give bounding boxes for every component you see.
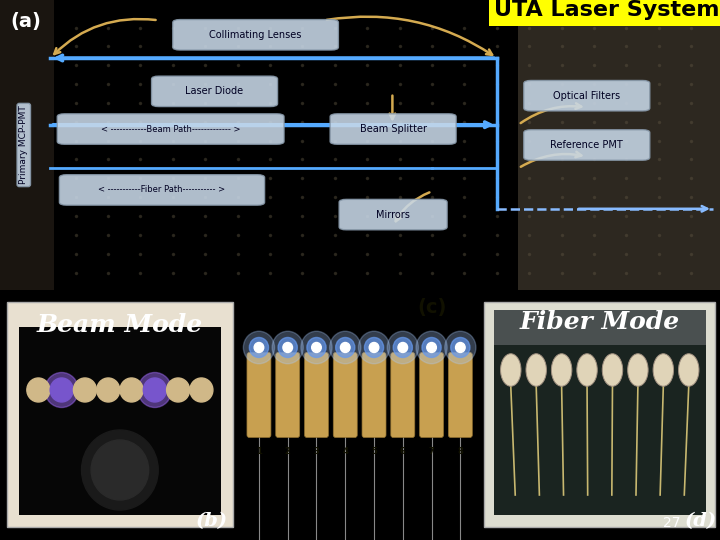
Ellipse shape [526,354,546,386]
Ellipse shape [678,354,699,386]
FancyBboxPatch shape [420,353,444,437]
FancyBboxPatch shape [58,114,284,144]
Text: 5: 5 [371,447,377,456]
Ellipse shape [577,354,598,386]
Ellipse shape [628,354,648,386]
Circle shape [387,331,418,364]
Text: 8: 8 [457,447,463,456]
Bar [0,0,54,290]
Text: 6: 6 [400,447,406,456]
Ellipse shape [500,354,521,386]
Circle shape [243,331,274,364]
Circle shape [254,342,264,353]
FancyBboxPatch shape [333,353,357,437]
Text: (a): (a) [11,11,42,31]
FancyBboxPatch shape [523,130,649,160]
Circle shape [272,331,303,364]
Text: UTA Laser System: UTA Laser System [495,0,720,20]
Text: (c): (c) [417,298,446,317]
Circle shape [445,331,476,364]
Circle shape [27,378,50,402]
FancyBboxPatch shape [173,19,338,50]
Circle shape [312,342,321,353]
Circle shape [398,342,408,353]
Circle shape [50,378,73,402]
Text: 3: 3 [314,447,320,456]
Text: Laser Diode: Laser Diode [186,86,243,96]
Circle shape [336,338,355,357]
FancyBboxPatch shape [391,353,415,437]
Circle shape [190,378,213,402]
Text: 27: 27 [663,516,680,530]
Circle shape [91,440,148,500]
Circle shape [81,430,158,510]
Circle shape [96,378,120,402]
Circle shape [427,342,436,353]
Text: Beam Splitter: Beam Splitter [359,124,427,134]
FancyBboxPatch shape [330,114,456,144]
Circle shape [330,331,361,364]
Circle shape [166,378,189,402]
Ellipse shape [552,354,572,386]
Circle shape [307,338,326,357]
Circle shape [369,342,379,353]
Text: Optical Filters: Optical Filters [553,91,621,100]
Circle shape [138,373,171,408]
FancyBboxPatch shape [276,353,300,437]
Circle shape [456,342,465,353]
Circle shape [422,338,441,357]
Circle shape [249,338,269,357]
Circle shape [73,378,96,402]
Ellipse shape [653,354,673,386]
Circle shape [451,338,470,357]
Circle shape [416,331,447,364]
Text: 7: 7 [428,447,434,456]
Text: Beam Mode: Beam Mode [37,313,203,337]
Text: 1: 1 [256,447,262,456]
Circle shape [120,378,143,402]
Circle shape [359,331,390,364]
Ellipse shape [602,354,623,386]
Bar [518,0,720,290]
Text: < ------------Beam Path------------- >: < ------------Beam Path------------- > [101,125,240,133]
Bar [494,340,706,515]
FancyBboxPatch shape [247,353,271,437]
Text: Primary MCP-PMT: Primary MCP-PMT [19,106,28,184]
Circle shape [341,342,350,353]
Bar [494,310,706,345]
Text: Collimating Lenses: Collimating Lenses [210,30,302,40]
Text: (b): (b) [196,512,228,530]
Circle shape [364,338,384,357]
Circle shape [283,342,292,353]
Bar [19,327,220,515]
Text: < -----------Fiber Path----------- >: < -----------Fiber Path----------- > [99,185,225,194]
Circle shape [278,338,297,357]
Circle shape [143,378,166,402]
FancyBboxPatch shape [339,199,447,230]
Circle shape [301,331,332,364]
FancyBboxPatch shape [523,80,649,111]
Text: 4: 4 [342,447,348,456]
FancyBboxPatch shape [151,76,277,106]
Circle shape [45,373,78,408]
Text: (d): (d) [685,512,717,530]
Text: Mirrors: Mirrors [376,210,410,220]
FancyBboxPatch shape [305,353,328,437]
FancyBboxPatch shape [362,353,386,437]
Circle shape [393,338,413,357]
FancyBboxPatch shape [449,353,472,437]
Text: 2: 2 [285,447,291,456]
Text: Fiber Mode: Fiber Mode [520,310,680,334]
Text: Reference PMT: Reference PMT [550,140,624,150]
FancyBboxPatch shape [60,175,265,205]
